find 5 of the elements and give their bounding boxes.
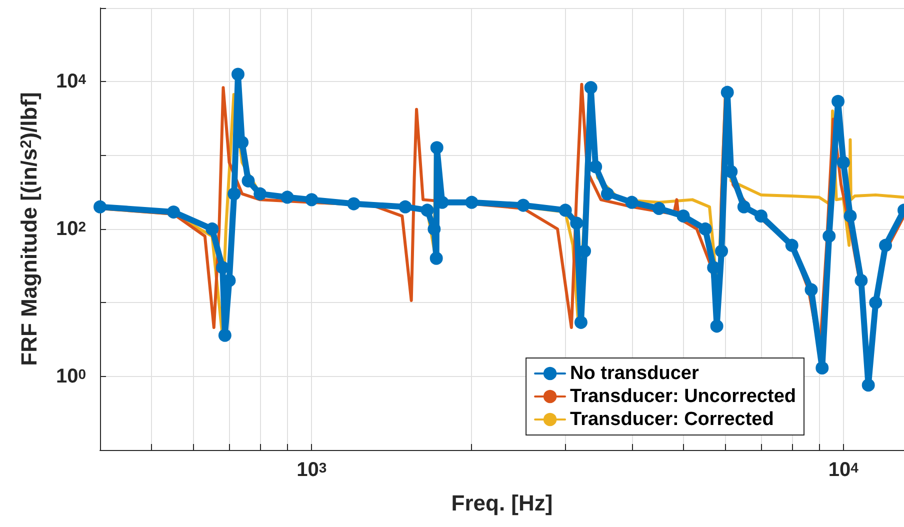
legend-label: No transducer: [570, 363, 700, 384]
y-axis-title: FRF Magnitude [(in/s2)/lbf]: [16, 92, 42, 366]
legend-label: Transducer: Corrected: [570, 409, 774, 430]
x-axis-title: Freq. [Hz]: [451, 490, 553, 516]
legend-label: Transducer: Uncorrected: [570, 386, 796, 407]
